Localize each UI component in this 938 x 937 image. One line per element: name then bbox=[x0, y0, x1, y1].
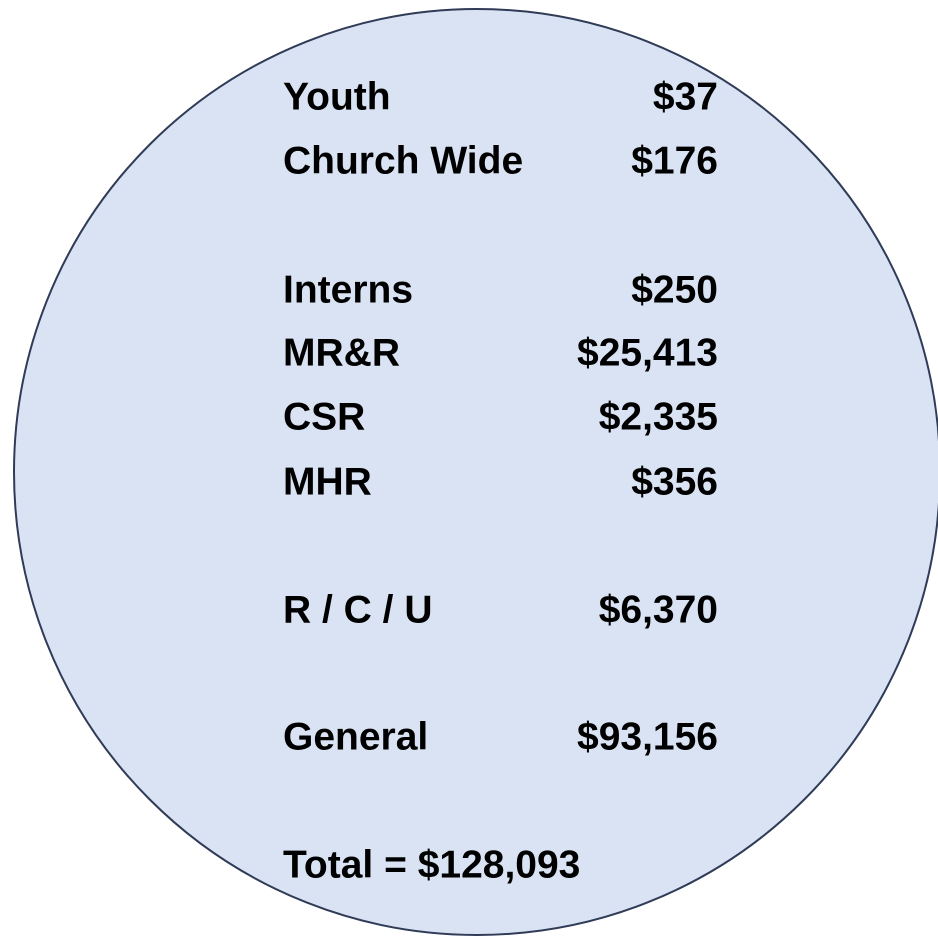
row-amount: $250 bbox=[631, 268, 718, 311]
row-label: MR&R bbox=[283, 331, 400, 374]
row-amount: $2,335 bbox=[599, 395, 718, 438]
total: Total = $128,093 bbox=[283, 843, 580, 886]
row-label: Youth bbox=[283, 75, 391, 118]
row-label: General bbox=[283, 715, 428, 758]
circle bbox=[13, 8, 938, 936]
row-amount: $25,413 bbox=[577, 331, 718, 374]
row-label: Interns bbox=[283, 268, 413, 311]
row-label: CSR bbox=[283, 395, 365, 438]
row-label: MHR bbox=[283, 460, 372, 503]
row-label: Church Wide bbox=[283, 139, 523, 182]
rows: Youth $37 Church Wide $176 Interns $250 MR&R $2… bbox=[283, 75, 718, 758]
row-amount: $356 bbox=[631, 460, 718, 503]
row-label: R / C / U bbox=[283, 588, 433, 631]
row-amount: $37 bbox=[653, 75, 718, 118]
row-amount: $6,370 bbox=[599, 588, 718, 631]
row-amount: $176 bbox=[631, 139, 718, 182]
row-amount: $93,156 bbox=[577, 715, 718, 758]
